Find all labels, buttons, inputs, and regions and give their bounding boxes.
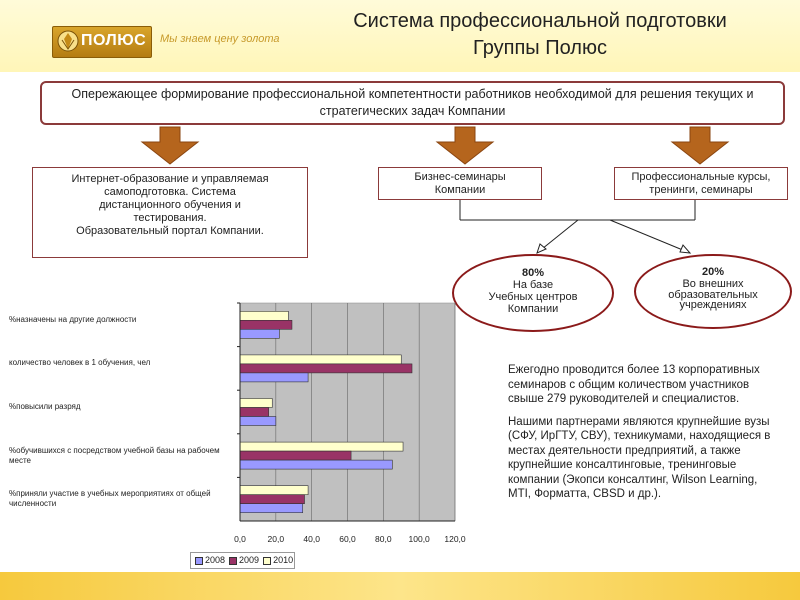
title-line-2: Группы Полюс [473,37,607,59]
logo-text: ПОЛЮС [81,32,147,49]
chart-bar-2009 [239,450,352,461]
chart-bar-2010 [239,441,404,452]
diagram-arrows [140,126,730,254]
legend-item-2010: 2010 [259,553,293,568]
ellipse-training-centers: 80% На базе Учебных центров Компании [452,254,614,332]
chart-category-label: %приняли участие в учебных мероприятиях … [9,489,211,509]
page-title: Система профессиональной подготовки Груп… [300,8,780,62]
arrowhead-right-icon [679,244,692,254]
chart-tick-label: 80,0 [375,534,392,544]
ellipse-left-percent: 80% [521,267,545,279]
ellipse-external-institutions: 20% Во внешних образовательных учреждени… [634,254,792,329]
chart-bar-2010 [239,310,289,321]
footer-band [0,572,800,600]
company-logo[interactable]: ПОЛЮС [52,26,152,58]
chart-category-label: %назначены на другие должности [9,314,137,324]
info-paragraph: Ежегодно проводится более 13 корпоративн… [508,364,760,405]
internet-education-box: Интернет-образование и управляемая самоп… [32,167,308,258]
ellipse-right-line: Во внешних [682,278,744,290]
courses-box-line: Профессиональные курсы, [631,171,771,183]
arrow-right-icon [670,126,730,165]
chart-tick-label: 100,0 [408,534,430,544]
arrow-left-icon [140,126,200,165]
title-line-1: Система профессиональной подготовки [353,10,727,32]
ellipse-right-percent: 20% [701,266,725,278]
legend-item-2009: 2009 [225,553,259,568]
courses-box-line: тренинги, семинары [649,184,753,196]
arrow-middle-icon [435,126,495,165]
info-paragraph: Нашими партнерами являются крупнейшие ву… [508,415,771,501]
ellipse-right-line: учреждениях [679,299,747,311]
chart-bar-2010 [239,485,309,496]
legend-label: 2010 [273,555,294,565]
info-note: Ежегодно проводится более 13 корпоративн… [508,363,778,510]
chart-bar-2009 [239,363,413,374]
internet-box-line: дистанционного обучения и [99,199,241,211]
professional-courses-box: Профессиональные курсы, тренинги, семина… [614,167,788,200]
legend-label: 2008 [205,555,226,565]
internet-box-line: Образовательный портал Компании. [76,225,264,237]
legend-label: 2009 [239,555,260,565]
chart-tick-label: 120,0 [444,534,466,544]
header: ПОЛЮС Мы знаем цену золота Система профе… [0,0,800,72]
legend-swatch-2010 [263,556,272,565]
business-seminars-box: Бизнес-семинары Компании [378,167,542,200]
internet-box-line: тестирования. [133,212,207,224]
chart-bar-2010 [239,354,402,365]
connector-to-right-ellipse [609,219,691,254]
ellipse-left-line: Учебных центров [488,291,578,303]
chart-bar-2008 [239,372,309,383]
chart-bar-2010 [239,398,273,408]
chart-tick-label: 40,0 [303,534,320,544]
ellipse-right-line: образовательных [668,289,758,301]
ellipse-left-line: Компании [507,303,559,315]
chart-category-label: %повысили разряд [9,402,81,411]
chart-tick-label: 60,0 [339,534,356,544]
chart-category-label: количество человек в 1 обучения, чел [9,358,151,368]
ellipse-left-line: На базе [512,279,554,291]
chart-bar-2008 [239,459,393,470]
chart-bar-2008 [239,503,304,514]
chart-bar-2008 [239,416,277,426]
chart-bar-2009 [239,494,305,505]
internet-box-line: Интернет-образование и управляемая [71,173,269,185]
business-box-line: Компании [434,184,486,196]
arrowhead-left-icon [536,243,547,254]
internet-box-line: самоподготовка. Система [104,186,236,198]
chart-bar-2008 [239,328,280,339]
chart-legend: 2008 2009 2010 [190,552,295,569]
chart-bar-2009 [239,407,269,417]
business-box-line: Бизнес-семинары [414,171,506,183]
legend-swatch-2009 [229,556,238,565]
legend-swatch-2008 [195,556,203,565]
chart-bar-2009 [239,319,293,330]
chart-category-label: %обучившихся с посредством учебной базы … [9,445,220,465]
chart-tick-label: 20,0 [267,534,285,544]
slogan: Мы знаем цену золота [160,33,280,45]
goal-box: Опережающее формирование профессионально… [40,81,785,125]
legend-item-2008: 2008 [191,553,225,568]
chart-tick-label: 0,0 [234,534,246,544]
logo-emblem-icon [57,30,79,52]
